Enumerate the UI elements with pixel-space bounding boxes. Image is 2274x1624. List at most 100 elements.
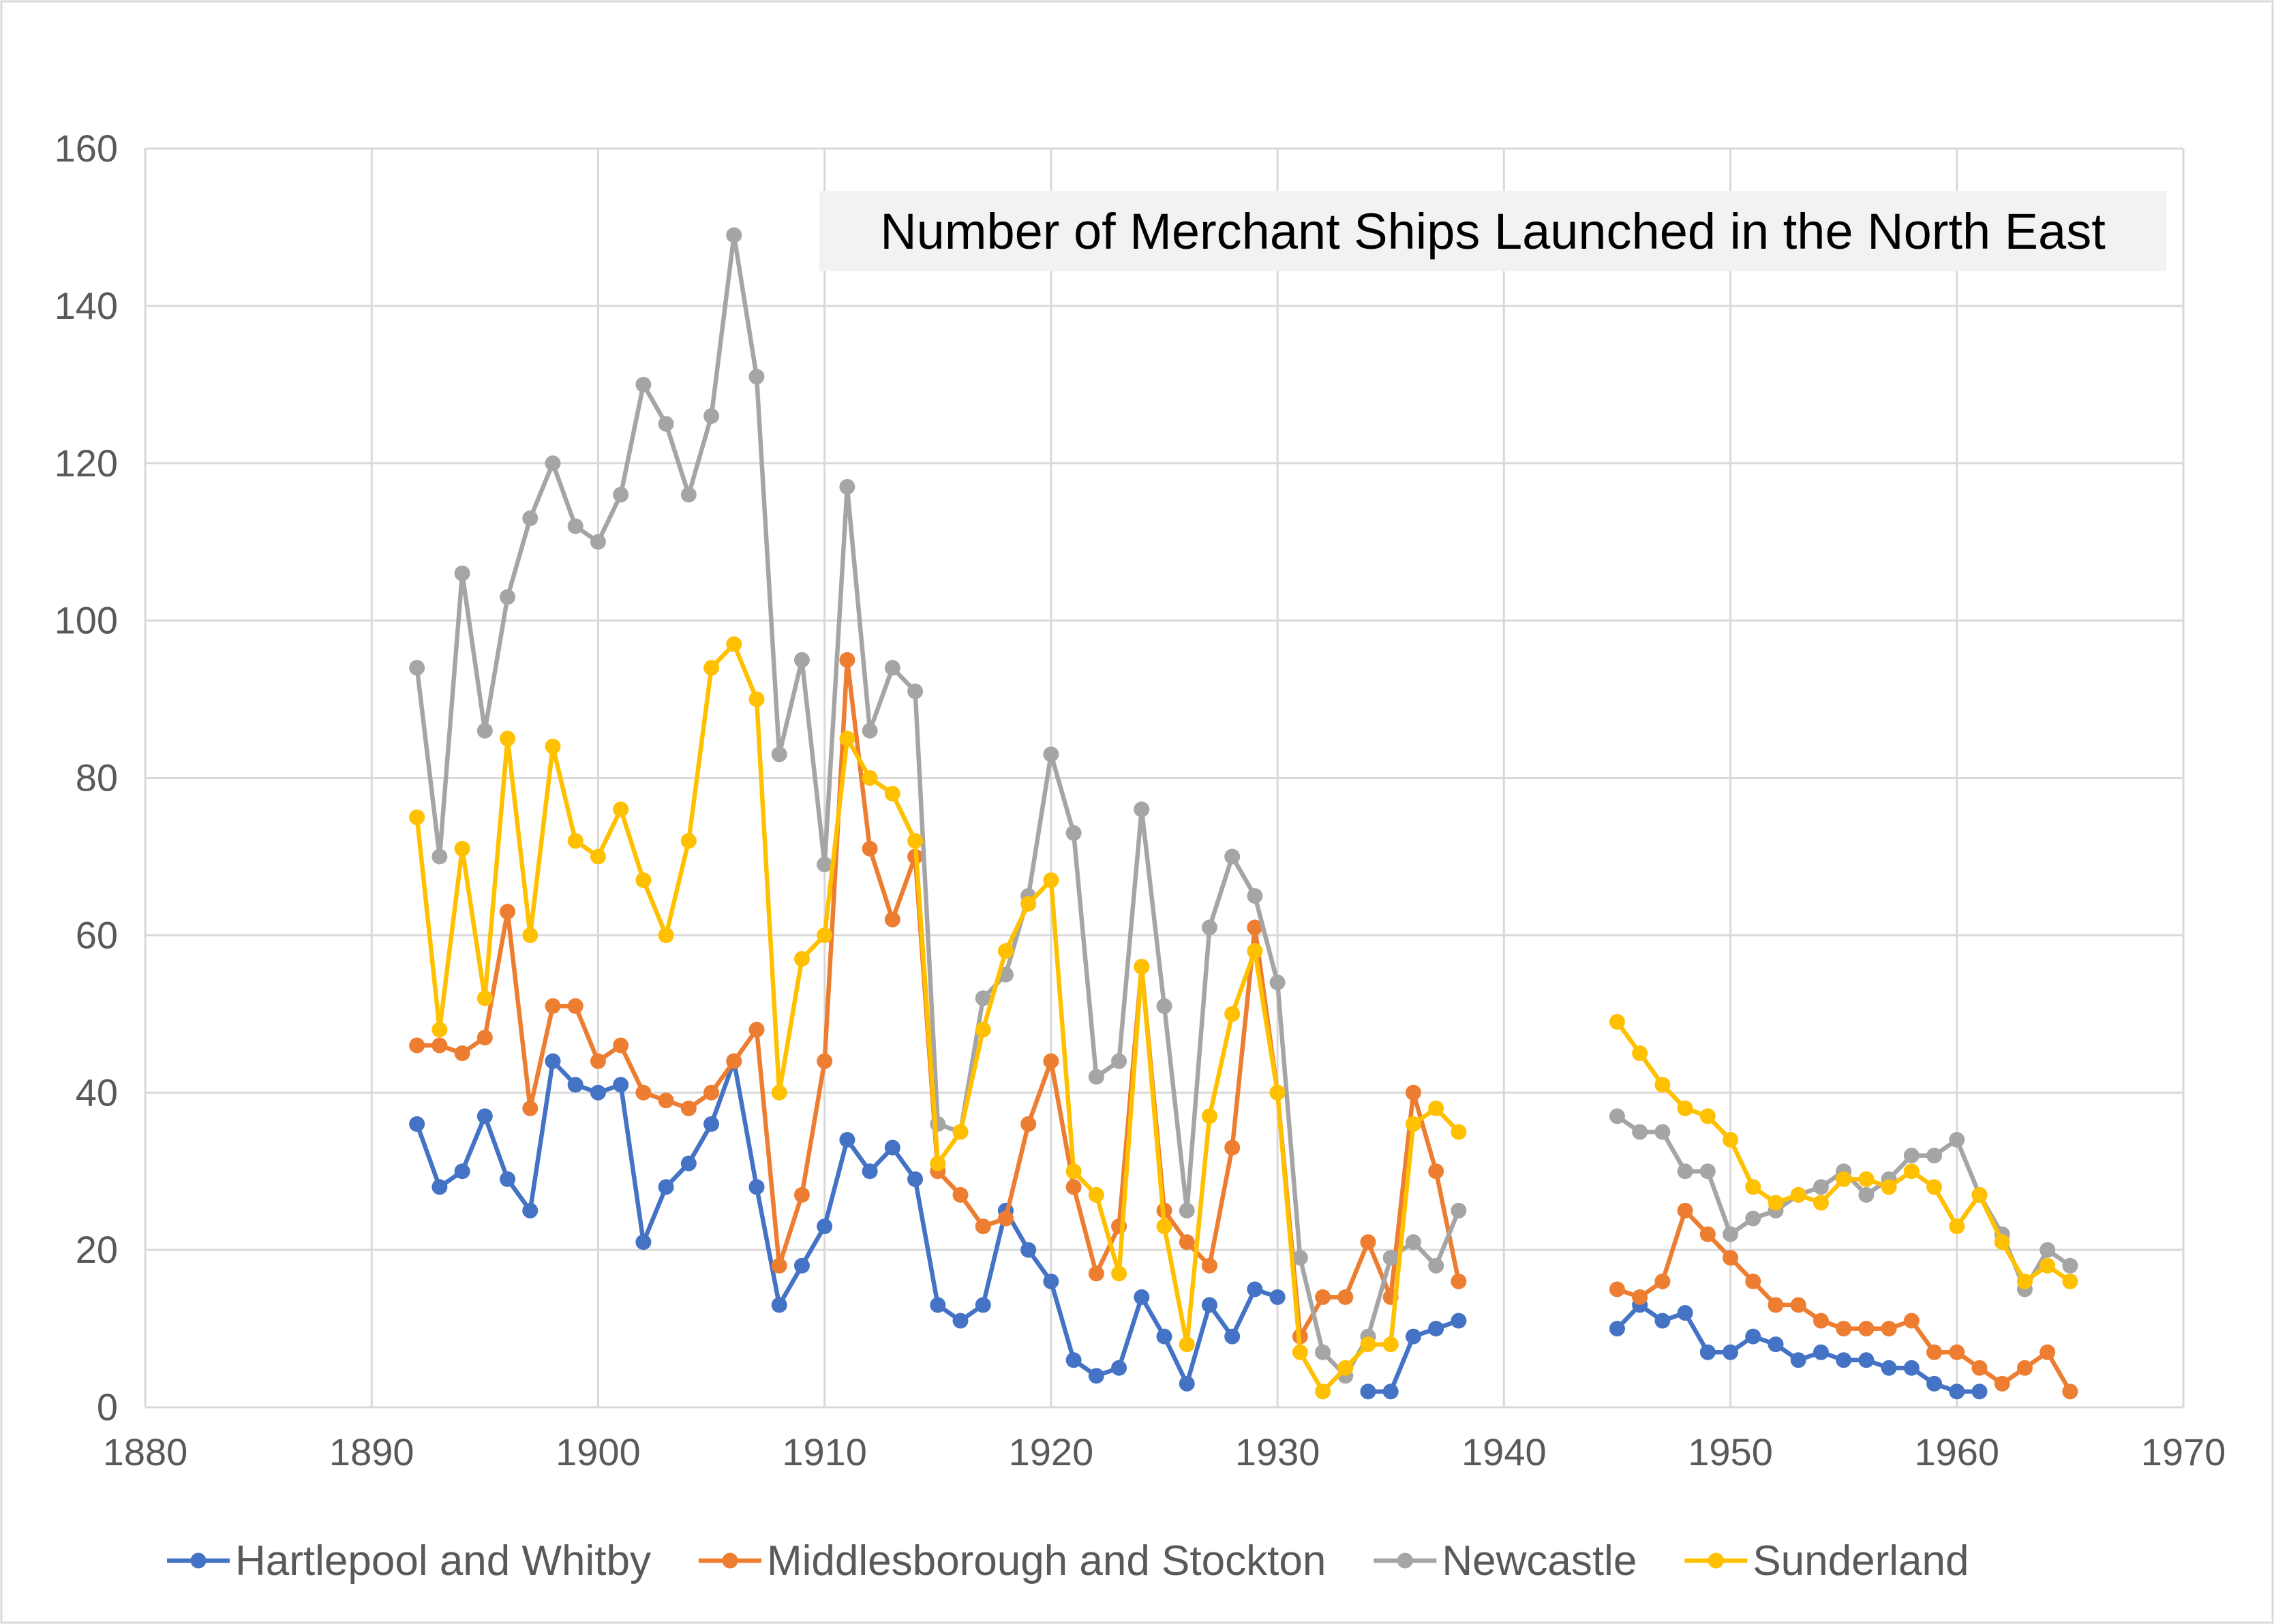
data-point [1224, 848, 1241, 865]
legend-item: Middlesborough and Stockton [698, 1537, 1326, 1584]
legend-swatch-marker [190, 1552, 207, 1569]
data-point [884, 660, 900, 676]
chart-title-group: Number of Merchant Ships Launched in the… [819, 191, 2166, 271]
data-point [680, 487, 697, 503]
data-point [635, 1084, 652, 1101]
data-point [862, 1163, 878, 1180]
axes: 0 20 40 60 80 100 120 140 160 1880 1890 1900 1910 192… [55, 127, 2226, 1473]
data-point [1088, 1368, 1104, 1384]
data-point [1428, 1100, 1444, 1116]
data-point [1088, 1186, 1104, 1203]
data-point [1813, 1179, 1829, 1195]
data-point [1065, 1163, 1082, 1180]
data-point [1201, 1108, 1217, 1124]
data-point [793, 951, 810, 967]
data-point [1745, 1179, 1761, 1195]
data-point [635, 872, 652, 889]
data-point [1043, 872, 1059, 889]
data-point [590, 848, 606, 865]
data-point [952, 1313, 969, 1329]
data-point [1247, 943, 1263, 959]
data-point [1768, 1195, 1784, 1211]
data-point [545, 998, 561, 1014]
data-point [1768, 1297, 1784, 1313]
data-point [930, 1116, 946, 1132]
data-point [2062, 1273, 2078, 1289]
data-point [1269, 1289, 1286, 1305]
data-point [1745, 1273, 1761, 1289]
data-point [1247, 919, 1263, 936]
data-point [1360, 1336, 1376, 1353]
data-point [409, 660, 425, 676]
chart-title: Number of Merchant Ships Launched in the… [880, 203, 2106, 260]
data-point [1065, 1179, 1082, 1195]
data-point [1903, 1313, 1920, 1329]
data-point [2040, 1344, 2056, 1360]
data-point [1111, 1053, 1127, 1069]
data-point [1315, 1383, 1331, 1400]
data-point [1813, 1195, 1829, 1211]
data-point [839, 1132, 855, 1148]
data-point [1201, 919, 1217, 936]
data-point [1382, 1336, 1399, 1353]
data-point [658, 1179, 674, 1195]
data-point [1836, 1352, 1852, 1368]
data-point [635, 376, 652, 393]
chart-title-background [819, 191, 2166, 271]
data-point [1654, 1313, 1671, 1329]
data-point [1315, 1344, 1331, 1360]
data-point [1790, 1352, 1806, 1368]
data-point [975, 1218, 991, 1234]
data-point [975, 1022, 991, 1038]
data-point [726, 227, 742, 243]
data-point [1088, 1266, 1104, 1282]
data-point [1994, 1234, 2010, 1251]
data-point [884, 786, 900, 802]
legend-swatch-marker [1708, 1552, 1724, 1569]
data-point [793, 1257, 810, 1274]
y-tick-label: 160 [55, 127, 118, 170]
data-point [590, 1053, 606, 1069]
data-point [1224, 1139, 1241, 1156]
data-point [1315, 1289, 1331, 1305]
data-point [1677, 1163, 1693, 1180]
data-point [817, 1218, 833, 1234]
data-point [1699, 1344, 1716, 1360]
data-point [952, 1124, 969, 1140]
x-tick-label: 1910 [782, 1430, 867, 1473]
data-point [500, 589, 516, 605]
data-point [1451, 1313, 1467, 1329]
data-point [884, 911, 900, 928]
data-point [975, 1297, 991, 1313]
data-point [952, 1186, 969, 1203]
legend-swatch-marker [722, 1552, 738, 1569]
x-tick-label: 1960 [1914, 1430, 1999, 1473]
y-tick-label: 0 [97, 1385, 118, 1428]
data-point [1926, 1148, 1943, 1164]
legend-label: Hartlepool and Whitby [235, 1537, 651, 1584]
data-point [567, 998, 583, 1014]
data-point [2040, 1242, 2056, 1258]
data-point [884, 1139, 900, 1156]
data-point [748, 1179, 765, 1195]
data-point [1020, 1116, 1037, 1132]
data-point [1745, 1328, 1761, 1345]
data-point [1360, 1383, 1376, 1400]
data-point [907, 1171, 924, 1187]
series-newcastle [409, 227, 2078, 1384]
data-point [907, 833, 924, 849]
legend-item: Newcastle [1374, 1537, 1637, 1584]
data-point [862, 722, 878, 739]
data-point [500, 731, 516, 747]
data-point [1405, 1234, 1421, 1251]
data-point [1632, 1124, 1648, 1140]
data-point [771, 1257, 787, 1274]
data-point [703, 1084, 720, 1101]
data-point [431, 1179, 448, 1195]
data-point [431, 1022, 448, 1038]
data-point [1043, 1273, 1059, 1289]
data-point [1382, 1250, 1399, 1266]
x-tick-label: 1900 [556, 1430, 641, 1473]
legend-swatch-marker [1397, 1552, 1413, 1569]
